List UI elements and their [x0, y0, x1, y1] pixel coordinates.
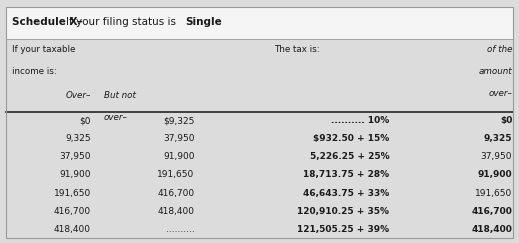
- Text: But not: But not: [104, 91, 135, 100]
- Text: ..........: ..........: [166, 225, 195, 234]
- Text: 9,325: 9,325: [484, 134, 512, 143]
- Bar: [6, 39, 513, 238]
- Bar: [6, 7, 513, 39]
- Text: If your filing status is: If your filing status is: [66, 17, 180, 27]
- Text: The tax is:: The tax is:: [275, 45, 320, 54]
- Text: 416,700: 416,700: [471, 207, 512, 216]
- Text: 46,643.75 + 33%: 46,643.75 + 33%: [303, 189, 389, 198]
- Text: 91,900: 91,900: [477, 170, 512, 180]
- Text: $932.50 + 15%: $932.50 + 15%: [313, 134, 389, 143]
- Text: income is:: income is:: [12, 67, 57, 76]
- Text: $0: $0: [500, 116, 512, 125]
- Text: 418,400: 418,400: [471, 225, 512, 234]
- Text: over–: over–: [488, 89, 512, 98]
- Text: 9,325: 9,325: [65, 134, 91, 143]
- Text: 37,950: 37,950: [163, 134, 195, 143]
- Text: 191,650: 191,650: [53, 189, 91, 198]
- Text: Over–: Over–: [65, 91, 91, 100]
- Text: 91,900: 91,900: [163, 152, 195, 161]
- Text: 5,226.25 + 25%: 5,226.25 + 25%: [310, 152, 389, 161]
- Text: .......... 10%: .......... 10%: [331, 116, 389, 125]
- Text: of the: of the: [487, 45, 512, 54]
- Text: 121,505.25 + 39%: 121,505.25 + 39%: [297, 225, 389, 234]
- Text: Schedule X–: Schedule X–: [12, 17, 83, 27]
- Text: 416,700: 416,700: [157, 189, 195, 198]
- Text: 120,910.25 + 35%: 120,910.25 + 35%: [297, 207, 389, 216]
- Text: If your taxable: If your taxable: [12, 45, 76, 54]
- Text: Single: Single: [185, 17, 222, 27]
- Text: over–: over–: [104, 113, 128, 122]
- Text: 416,700: 416,700: [53, 207, 91, 216]
- Text: 191,650: 191,650: [475, 189, 512, 198]
- Text: $9,325: $9,325: [163, 116, 195, 125]
- Text: 37,950: 37,950: [481, 152, 512, 161]
- Text: 418,400: 418,400: [54, 225, 91, 234]
- Text: 37,950: 37,950: [59, 152, 91, 161]
- Text: 91,900: 91,900: [59, 170, 91, 180]
- Text: amount: amount: [479, 67, 512, 76]
- Text: $0: $0: [79, 116, 91, 125]
- Text: 18,713.75 + 28%: 18,713.75 + 28%: [303, 170, 389, 180]
- Text: 418,400: 418,400: [158, 207, 195, 216]
- Text: 191,650: 191,650: [157, 170, 195, 180]
